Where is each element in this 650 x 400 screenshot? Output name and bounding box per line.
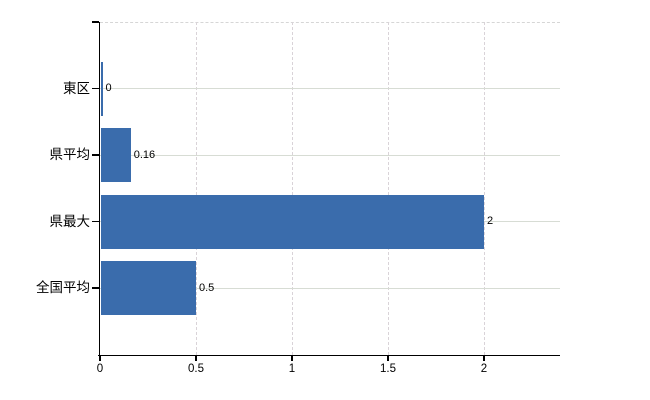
y-axis-tick [91,287,99,289]
x-gridline [195,22,197,355]
x-axis-tick [195,356,197,361]
x-axis-tick [99,356,101,361]
bar-value-label: 0 [105,82,112,94]
x-axis-tick [387,356,389,361]
y-axis-tick [91,154,99,156]
y-gridline [100,88,560,89]
bar-value-label: 2 [487,215,494,227]
y-axis-tick [91,21,99,23]
x-axis-tick [291,356,293,361]
x-tick-label: 0.5 [188,363,204,375]
bar [101,61,103,116]
category-label: 全国平均 [36,280,90,295]
category-label: 県平均 [49,147,91,162]
y-axis-tick [91,87,99,90]
x-axis-line [98,354,560,356]
plot-top-border [100,21,560,23]
bar [101,128,131,182]
x-tick-label: 1 [288,363,296,375]
bar-value-label: 0.16 [133,148,156,161]
x-tick-label: 0 [96,363,104,375]
y-axis-line [98,22,100,357]
bar [101,194,484,249]
category-label: 県最大 [49,213,91,229]
bar-value-label: 0.5 [199,281,215,294]
x-gridline [483,22,485,355]
x-gridline [387,22,389,355]
y-gridline [100,287,560,289]
bar [101,261,196,315]
y-axis-tick [91,220,99,223]
y-gridline [100,154,560,156]
x-axis-tick [483,356,485,361]
x-gridline [291,22,293,355]
category-label: 東区 [63,80,90,96]
x-tick-label: 1.5 [380,363,396,375]
x-tick-label: 2 [480,363,488,375]
